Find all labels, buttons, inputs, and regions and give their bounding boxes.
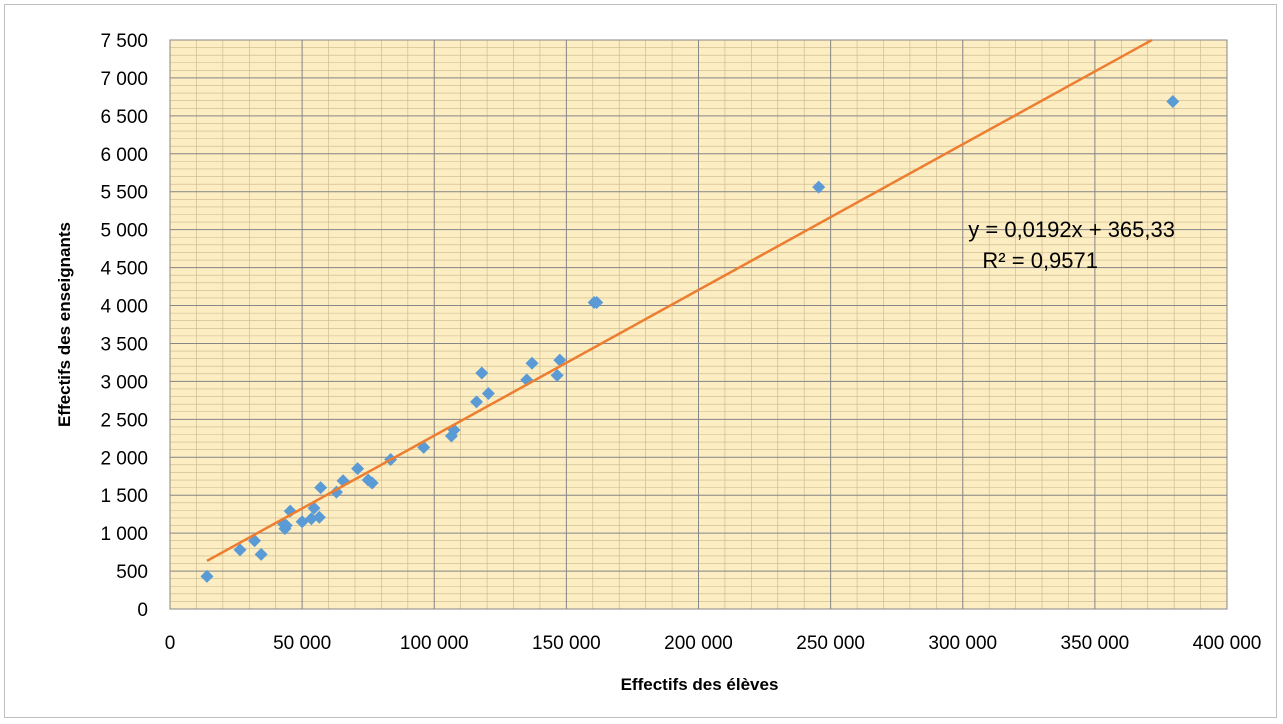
y-axis-title: Effectifs des enseignants [55,222,74,427]
y-tick-label: 1 500 [100,486,148,507]
trendline [206,38,1153,562]
data-point [279,519,293,533]
data-point [312,510,326,524]
y-tick-label: 6 500 [100,107,148,128]
x-tick-label: 100 000 [400,633,469,654]
data-point [550,368,564,382]
y-tick-label: 3 000 [100,372,148,393]
data-point [475,366,489,380]
trendline-r-squared: R² = 0,9571 [982,248,1098,273]
x-tick-label: 0 [165,633,176,654]
data-point [233,543,247,557]
y-tick-label: 7 500 [100,31,148,52]
data-point [812,180,826,194]
data-point [365,476,379,490]
data-point [470,395,484,409]
y-axis-ticks: 0 500 1 000 1 500 2 000 2 500 3 000 3 500 4 000 4… [100,31,148,621]
plot-border [169,39,1228,610]
y-tick-label: 2 000 [100,448,148,469]
y-tick-label: 2 500 [100,410,148,431]
y-tick-label: 0 [137,600,148,621]
x-tick-label: 400 000 [1193,633,1262,654]
y-tick-label: 3 500 [100,334,148,355]
y-tick-label: 6 000 [100,145,148,166]
y-tick-label: 7 000 [100,69,148,90]
data-points [200,94,1180,583]
x-tick-label: 250 000 [796,633,865,654]
y-tick-label: 5 500 [100,183,148,204]
data-point [525,356,539,370]
data-point [590,295,604,309]
y-tick-label: 4 500 [100,259,148,280]
data-point [314,481,328,495]
data-point [283,504,297,518]
x-tick-label: 350 000 [1061,633,1130,654]
y-tick-label: 500 [116,562,148,583]
data-point [481,387,495,401]
x-axis-title: Effectifs des élèves [621,675,779,694]
y-tick-label: 1 000 [100,524,148,545]
x-axis-ticks: 0 50 000 100 000 150 000 200 000 250 000 300 0… [165,633,1262,654]
y-tick-label: 5 000 [100,221,148,242]
trendline-equation: y = 0,0192x + 365,33 [968,217,1175,242]
data-point [351,462,365,476]
data-point [1166,94,1180,108]
x-tick-label: 300 000 [928,633,997,654]
data-point [254,547,268,561]
data-point [553,353,567,367]
x-tick-label: 200 000 [664,633,733,654]
data-point [200,569,214,583]
x-tick-label: 50 000 [273,633,331,654]
x-tick-label: 150 000 [532,633,601,654]
y-tick-label: 4 000 [100,297,148,318]
